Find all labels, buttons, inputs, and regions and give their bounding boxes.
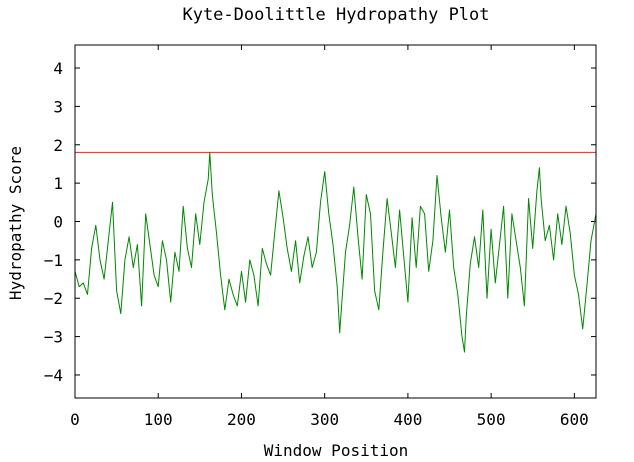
y-tick-label: 2 bbox=[53, 136, 63, 155]
y-tick-label: −1 bbox=[44, 251, 63, 270]
x-tick-label: 400 bbox=[393, 410, 422, 429]
x-tick-label: 500 bbox=[477, 410, 506, 429]
y-tick-label: −2 bbox=[44, 289, 63, 308]
x-tick-label: 200 bbox=[227, 410, 256, 429]
x-axis-label: Window Position bbox=[264, 441, 409, 460]
x-tick-label: 100 bbox=[144, 410, 173, 429]
y-tick-label: −4 bbox=[44, 366, 63, 385]
y-tick-label: 0 bbox=[53, 213, 63, 232]
y-tick-label: 1 bbox=[53, 174, 63, 193]
y-tick-label: 3 bbox=[53, 97, 63, 116]
y-axis-label: Hydropathy Score bbox=[6, 146, 25, 300]
x-tick-label: 0 bbox=[70, 410, 80, 429]
chart-title: Kyte-Doolittle Hydropathy Plot bbox=[182, 5, 489, 25]
plot-frame bbox=[74, 44, 597, 399]
x-tick-label: 300 bbox=[310, 410, 339, 429]
y-tick-label: 4 bbox=[53, 59, 63, 78]
hydropathy-series-line bbox=[74, 151, 597, 353]
x-tick-label: 600 bbox=[560, 410, 589, 429]
y-tick-label: −3 bbox=[44, 328, 63, 347]
